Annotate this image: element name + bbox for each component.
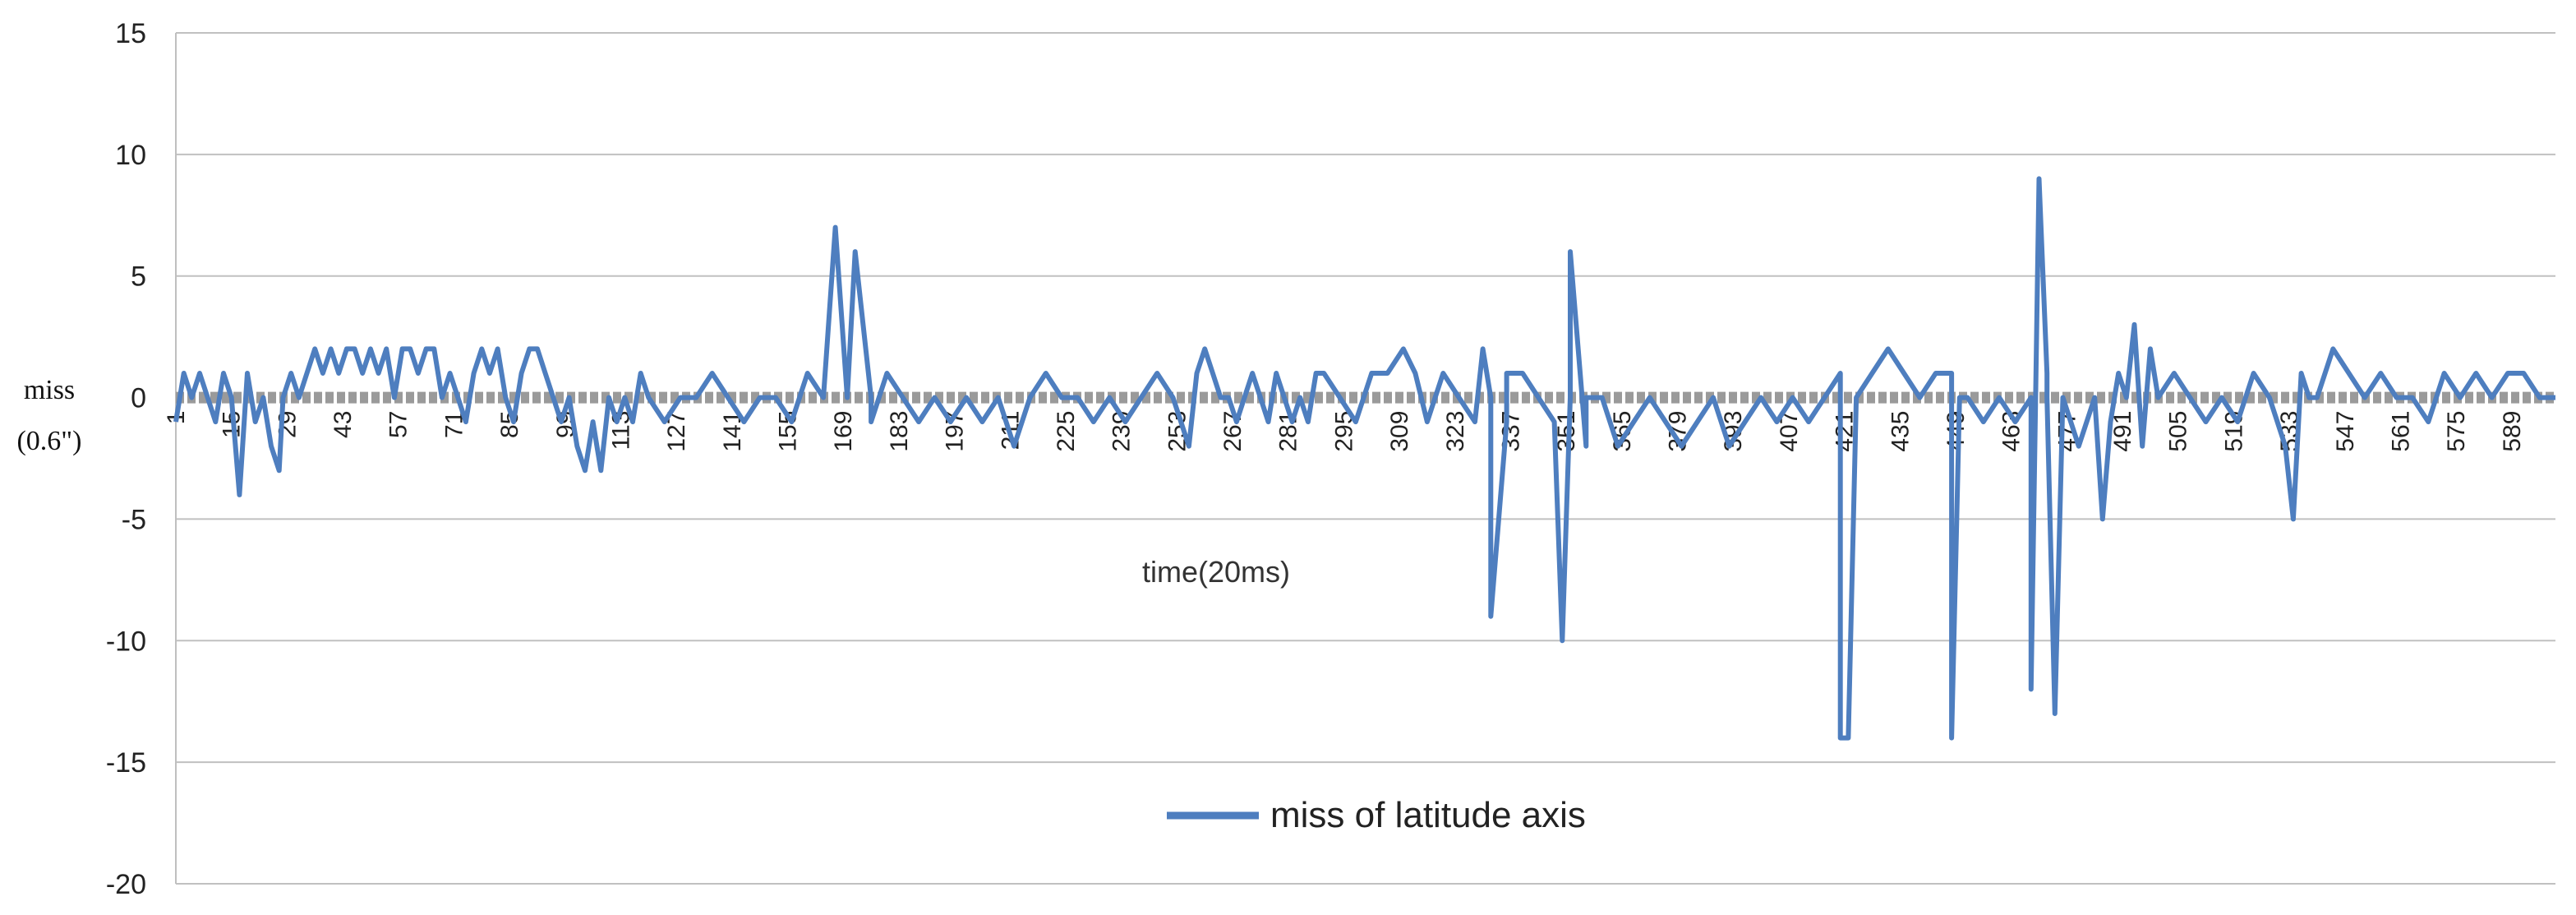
y-tick-label: -10 [106,626,146,657]
x-tick-label: 435 [1887,411,1914,452]
x-tick-label: 225 [1053,411,1080,452]
x-tick-label: 491 [2109,411,2136,452]
x-axis-label: time(20ms) [1142,555,1290,589]
y-tick-label: -5 [122,504,146,535]
x-tick-label: 323 [1442,411,1469,452]
x-tick-label: 309 [1386,411,1413,452]
x-tick-label: 337 [1497,411,1524,452]
y-tick-label: -20 [106,869,146,900]
x-tick-label: 505 [2165,411,2192,452]
x-tick-label: 575 [2443,411,2470,452]
x-tick-label: 589 [2499,411,2526,452]
x-tick-label: 183 [886,411,913,452]
x-tick-label: 169 [830,411,857,452]
x-tick-label: 547 [2332,411,2359,452]
y-axis-label-line-1: miss [24,375,75,405]
y-tick-label: 5 [131,261,146,293]
y-axis-tick-labels: 15 10 5 0 -5 -10 -15 -20 [106,18,146,900]
legend-label: miss of latitude axis [1270,795,1586,835]
y-tick-label: 0 [131,383,146,414]
y-tick-label: 15 [115,18,146,49]
legend: miss of latitude axis [1167,795,1586,835]
y-tick-label: 10 [115,140,146,171]
y-axis-label-line-2: (0.6") [16,426,81,456]
grid-lines [175,32,2555,885]
x-tick-label: 57 [385,411,412,438]
series-line-miss-of-latitude-axis [173,176,2555,741]
x-tick-label: 43 [329,411,357,438]
x-axis-tick-labels: 1 15 29 43 57 71 85 99 113 127 141 155 169 183 197 211 2… [163,411,2526,452]
y-tick-label: -15 [106,747,146,779]
x-tick-label: 561 [2387,411,2414,452]
x-tick-label: 379 [1665,411,1692,452]
x-tick-label: 29 [274,411,301,438]
series-lines [173,176,2555,741]
